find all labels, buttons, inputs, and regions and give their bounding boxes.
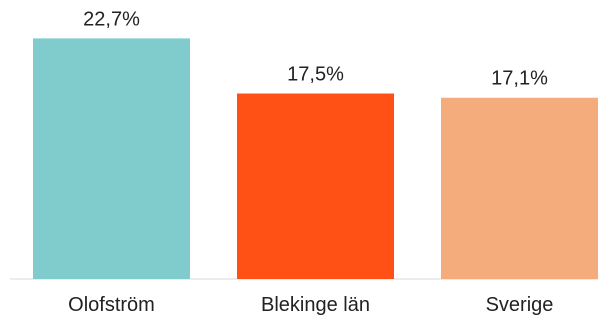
value-label-sverige: 17,1%	[491, 68, 548, 90]
value-label-olofstrom: 22,7%	[83, 8, 140, 30]
category-labels-group: Olofström Blekinge län Sverige	[68, 294, 553, 316]
category-label-olofstrom: Olofström	[68, 294, 155, 316]
value-labels-group: 22,7% 17,5% 17,1%	[83, 8, 548, 89]
value-label-blekinge-lan: 17,5%	[287, 64, 344, 86]
category-label-blekinge-lan: Blekinge län	[261, 294, 370, 316]
bar-olofstrom	[33, 38, 190, 279]
bar-blekinge-lan	[237, 93, 394, 279]
category-label-sverige: Sverige	[486, 294, 554, 316]
bars-group	[33, 38, 598, 280]
bar-sverige	[441, 97, 598, 280]
